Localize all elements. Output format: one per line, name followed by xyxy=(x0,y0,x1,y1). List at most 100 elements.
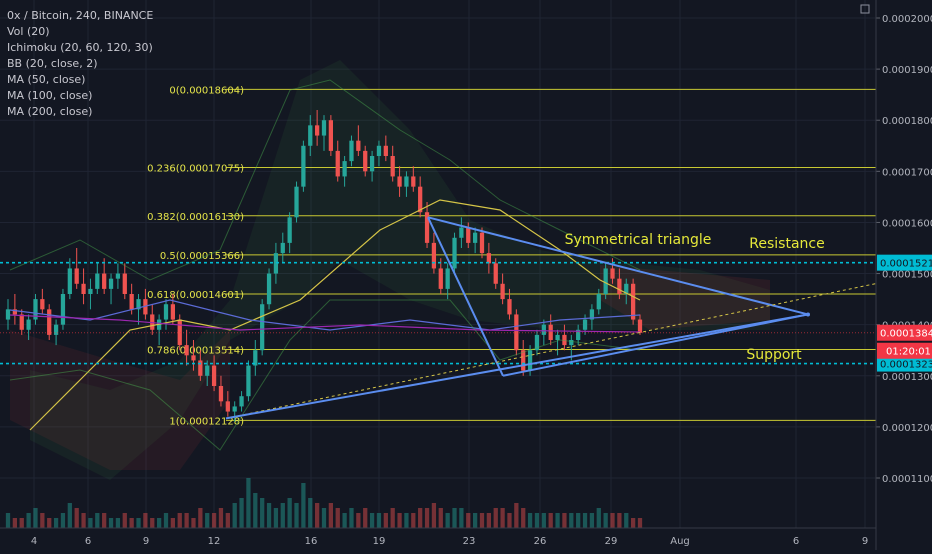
indicator-ma200[interactable]: MA (200, close) xyxy=(7,105,93,118)
candle-body xyxy=(452,237,457,269)
volume-bar xyxy=(294,503,299,528)
volume-bar xyxy=(356,513,361,528)
last-price-tag-bg xyxy=(877,324,932,341)
y-tick-label: 0.00011000 xyxy=(882,474,932,485)
candle-body xyxy=(266,273,272,305)
volume-bar xyxy=(596,508,601,528)
candle-body xyxy=(411,176,416,187)
candle-body xyxy=(397,176,402,187)
candle-body xyxy=(5,309,11,320)
volume-bar xyxy=(67,503,72,528)
candle-body xyxy=(637,319,643,333)
x-tick-label: 9 xyxy=(862,536,868,547)
volume-bar xyxy=(397,513,402,528)
y-tick-label: 0.00016000 xyxy=(882,218,932,229)
indicator-ichimoku[interactable]: Ichimoku (20, 60, 120, 30) xyxy=(7,41,153,54)
candle-body xyxy=(624,283,629,294)
candle-body xyxy=(424,212,430,243)
volume-bar xyxy=(53,518,59,528)
time-axis[interactable]: 4 6 9 12 16 19 23 26 29 Aug 6 9 xyxy=(0,527,876,547)
candle-body xyxy=(19,314,24,330)
x-tick-label: 6 xyxy=(85,536,91,547)
volume-bar xyxy=(150,518,155,528)
volume-bar xyxy=(88,518,93,528)
fib-label: 0.618(0.00014601) xyxy=(147,290,244,301)
x-tick-label: 29 xyxy=(605,536,618,547)
volume-bar xyxy=(253,493,258,528)
fib-label: 0.382(0.00016130) xyxy=(147,212,244,223)
volume-bar xyxy=(390,508,395,528)
triangle-left-edge xyxy=(427,216,504,377)
candle-body xyxy=(390,156,395,177)
price-tag-bg xyxy=(877,254,932,271)
countdown-tag-bg xyxy=(877,342,932,359)
volume-bar xyxy=(541,513,546,528)
volume-bar xyxy=(19,518,24,528)
candle-body xyxy=(589,309,595,320)
candle-body xyxy=(60,294,66,325)
candle-body xyxy=(376,145,382,156)
volume-bar xyxy=(205,513,210,528)
candle-body xyxy=(548,324,553,340)
annotation-text: Resistance xyxy=(749,236,824,252)
candle-body xyxy=(198,360,203,376)
candle-body xyxy=(74,268,79,284)
candle-body xyxy=(47,309,52,335)
candle-body xyxy=(53,324,59,335)
candle-body xyxy=(383,145,388,156)
candle-body xyxy=(404,176,409,187)
volume-bar xyxy=(342,513,347,528)
volume-bar xyxy=(527,513,533,528)
indicator-legend: 0x / Bitcoin, 240, BINANCE Vol (20) Ichi… xyxy=(7,8,153,120)
volume-bar xyxy=(486,513,491,528)
settings-icon xyxy=(860,4,870,14)
volume-bar xyxy=(232,503,237,528)
candle-body xyxy=(459,227,464,238)
candle-body xyxy=(342,161,347,177)
candle-body xyxy=(500,283,505,300)
volume-bar xyxy=(5,513,11,528)
candle-body xyxy=(438,268,443,289)
candle-body xyxy=(40,299,45,310)
volume-bar xyxy=(301,483,306,528)
indicator-bb[interactable]: BB (20, close, 2) xyxy=(7,57,98,70)
volume-bar xyxy=(102,513,107,528)
indicator-ma50[interactable]: MA (50, close) xyxy=(7,73,86,86)
candle-body xyxy=(527,350,533,371)
volume-bar xyxy=(129,518,134,528)
volume-bar xyxy=(521,508,526,528)
candle-body xyxy=(418,186,423,213)
volume-bar xyxy=(115,518,121,528)
annotations: Symmetrical triangle Resistance Support xyxy=(225,4,877,420)
fib-label: 0.236(0.00017075) xyxy=(147,164,244,175)
volume-bar xyxy=(308,498,313,528)
fib-label: 0(0.00018604) xyxy=(169,85,244,96)
fib-label: 0.5(0.00015366) xyxy=(160,251,244,262)
volume-bar xyxy=(218,508,224,528)
volume-bar xyxy=(81,513,86,528)
volume-bar xyxy=(383,513,388,528)
volume-bar xyxy=(445,513,450,528)
ma-50-line xyxy=(29,199,641,431)
x-tick-label: 23 xyxy=(463,536,476,547)
candle-body xyxy=(363,150,368,172)
triangle-lower-line xyxy=(502,313,809,377)
candle-body xyxy=(521,350,526,371)
volume-bar xyxy=(534,513,540,528)
candle-body xyxy=(321,120,327,136)
candle-body xyxy=(246,365,251,397)
indicator-vol[interactable]: Vol (20) xyxy=(7,25,50,38)
volume-bar xyxy=(40,513,45,528)
indicator-ma100[interactable]: MA (100, close) xyxy=(7,89,93,102)
annotation-text: Support xyxy=(746,347,802,363)
volume-bar xyxy=(424,508,430,528)
volume-bar xyxy=(617,513,622,528)
candle-body xyxy=(191,355,196,361)
grid xyxy=(0,0,876,528)
symbol-title[interactable]: 0x / Bitcoin, 240, BINANCE xyxy=(7,9,154,22)
y-tick-label: 0.00018000 xyxy=(882,116,932,127)
price-axis[interactable]: 0.00020000 0.00019000 0.00018000 0.00017000… xyxy=(875,0,932,550)
volume-bar xyxy=(60,513,66,528)
